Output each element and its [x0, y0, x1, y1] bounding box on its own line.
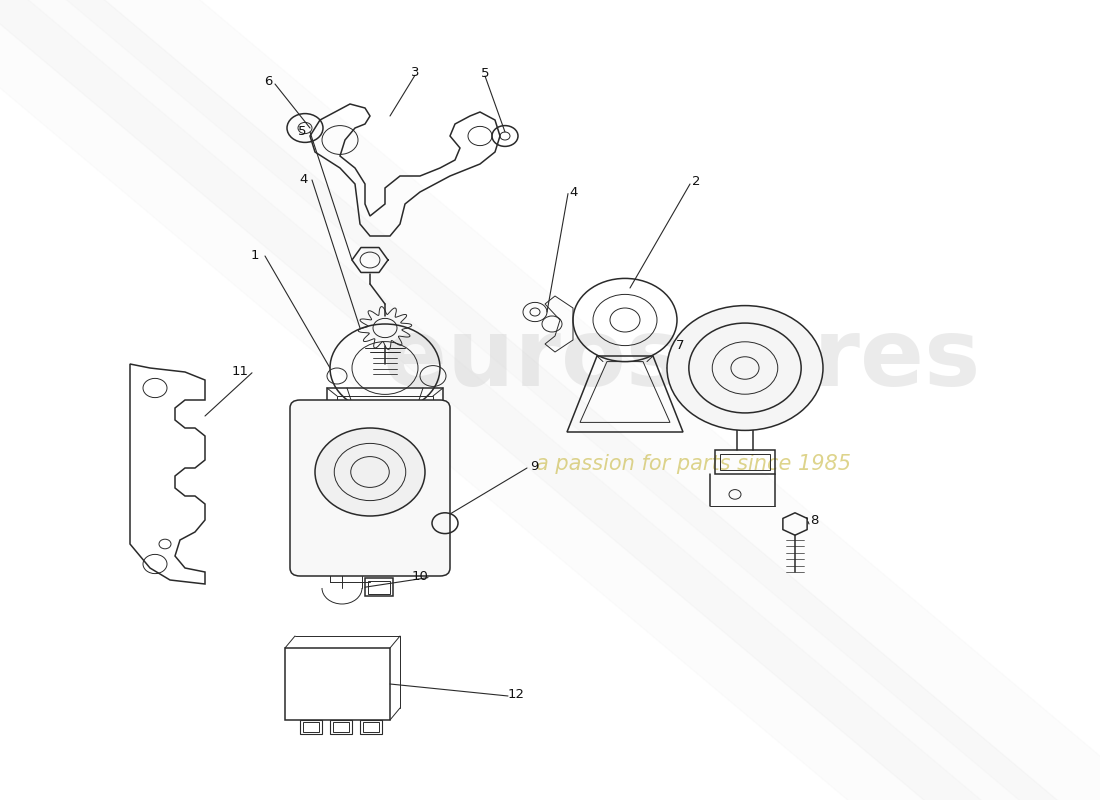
FancyBboxPatch shape	[290, 400, 450, 576]
Text: 8: 8	[810, 514, 818, 526]
Bar	[715, 450, 775, 474]
Bar	[337, 396, 433, 452]
Text: 3: 3	[410, 66, 419, 78]
Text: 5: 5	[298, 125, 306, 138]
Text: 12: 12	[507, 688, 525, 701]
Text: a passion for parts since 1985: a passion for parts since 1985	[536, 454, 850, 474]
Bar	[327, 388, 443, 460]
Bar	[333, 722, 349, 732]
Bar	[365, 578, 393, 596]
Circle shape	[315, 428, 425, 516]
Bar	[363, 722, 379, 732]
Bar	[360, 720, 382, 734]
Circle shape	[667, 306, 823, 430]
Bar	[300, 720, 322, 734]
Bar	[720, 454, 770, 470]
Bar	[368, 581, 390, 594]
Text: 5: 5	[481, 67, 490, 80]
Text: 4: 4	[570, 186, 579, 198]
Bar	[302, 722, 319, 732]
Text: 6: 6	[264, 75, 272, 88]
Bar	[330, 720, 352, 734]
Text: 7: 7	[675, 339, 684, 352]
Text: 1: 1	[251, 249, 260, 262]
Bar	[285, 648, 390, 720]
Text: 4: 4	[300, 173, 308, 186]
Text: 11: 11	[231, 365, 249, 378]
Text: eurospares: eurospares	[383, 314, 981, 406]
Text: 9: 9	[530, 460, 538, 473]
Text: 10: 10	[411, 570, 428, 582]
Text: 2: 2	[692, 175, 701, 188]
